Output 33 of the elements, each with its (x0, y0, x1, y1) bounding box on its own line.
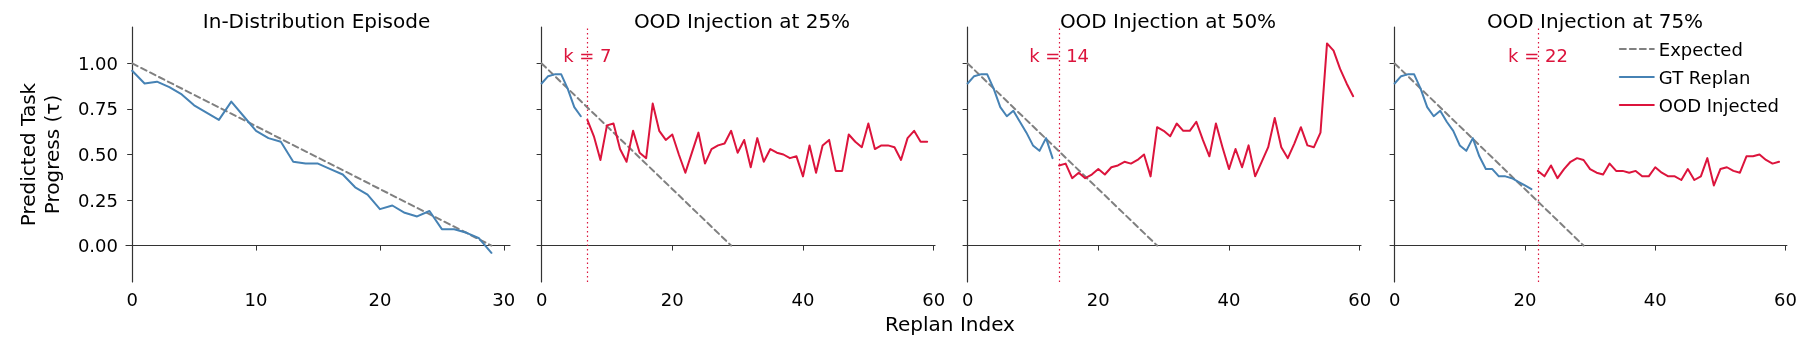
x-tick-label: 60 (1774, 288, 1797, 310)
legend-label: OOD Injected (1658, 94, 1780, 116)
x-tick-label: 60 (922, 288, 946, 310)
x-tick-label: 10 (244, 288, 268, 310)
x-tick-label: 60 (1348, 288, 1372, 310)
x-tick-label: 0 (126, 288, 138, 310)
x-tick-label: 40 (791, 288, 815, 310)
y-tick-label: 0.00 (77, 235, 118, 257)
x-tick-label: 20 (368, 288, 392, 310)
ref-line-label: k = 14 (1029, 44, 1090, 66)
y-axis-title: Predicted Task Progress (τ) (16, 82, 64, 227)
x-tick-label: 0 (961, 288, 974, 310)
legend-label: Expected (1658, 38, 1743, 60)
x-tick-label: 30 (492, 288, 516, 310)
x-tick-label: 0 (1388, 288, 1401, 310)
x-tick-label: 40 (1217, 288, 1241, 310)
x-tick-label: 40 (1643, 288, 1667, 310)
x-tick-label: 20 (1086, 288, 1110, 310)
chart-title: OOD Injection at 50% (1059, 9, 1277, 33)
x-tick-label: 20 (1513, 288, 1537, 310)
ref-line-label: k = 22 (1508, 44, 1568, 66)
chart-title: OOD Injection at 75% (1486, 9, 1704, 33)
chart-title: OOD Injection at 25% (633, 9, 851, 33)
x-tick-label: 20 (660, 288, 684, 310)
chart-title: In-Distribution Episode (202, 9, 431, 33)
y-tick-label: 0.25 (77, 189, 118, 211)
y-tick-label: 0.75 (77, 98, 118, 120)
legend-label: GT Replan (1658, 66, 1751, 88)
x-axis-title: Replan Index (884, 312, 1016, 336)
y-tick-label: 0.50 (77, 144, 118, 165)
y-tick-label: 1.00 (77, 52, 118, 74)
ref-line-label: k = 7 (563, 44, 612, 66)
x-tick-label: 0 (535, 288, 548, 310)
